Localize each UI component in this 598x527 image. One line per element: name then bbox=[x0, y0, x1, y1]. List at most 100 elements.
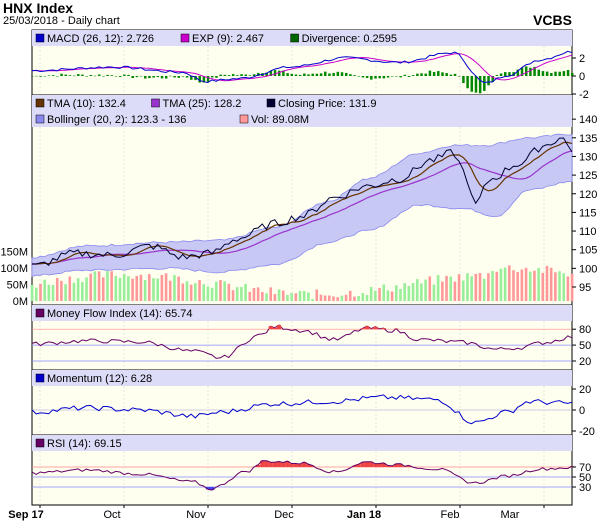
macd-divergence-bar bbox=[441, 72, 444, 76]
volume-bar bbox=[131, 278, 134, 301]
rsi-legend-label-0: RSI (14): 69.15 bbox=[47, 438, 122, 450]
volume-bar bbox=[390, 291, 394, 301]
macd-divergence-bar bbox=[139, 75, 143, 77]
macd-legend-label-2: Divergence: 0.2595 bbox=[302, 33, 397, 45]
momentum-legend-swatch-0 bbox=[35, 373, 45, 383]
macd-divergence-bar bbox=[529, 67, 532, 76]
macd-divergence-bar bbox=[328, 73, 331, 76]
rsi-tick-label-1: 50 bbox=[579, 472, 591, 484]
rsi-overbought-fill bbox=[281, 462, 286, 467]
macd-divergence-bar bbox=[97, 74, 101, 76]
volume-bar bbox=[148, 274, 151, 301]
rsi-overbought-fill bbox=[293, 463, 298, 467]
chart-subtitle: 25/03/2018 - Daily chart bbox=[3, 15, 120, 27]
macd-divergence-bar bbox=[566, 70, 570, 76]
volume-bar bbox=[307, 292, 310, 301]
volume-bar bbox=[545, 265, 549, 301]
macd-divergence-bar bbox=[332, 72, 335, 76]
volume-bar bbox=[382, 284, 386, 301]
volume-bar bbox=[424, 279, 427, 301]
macd-divergence-bar bbox=[340, 72, 344, 76]
rsi-overbought-fill bbox=[369, 461, 374, 467]
volume-bar bbox=[340, 295, 344, 301]
volume-bar bbox=[549, 267, 553, 301]
macd-divergence-bar bbox=[60, 73, 63, 76]
rsi-overbought-fill bbox=[306, 464, 311, 467]
volume-bar bbox=[223, 281, 226, 301]
volume-bar bbox=[315, 289, 319, 301]
macd-divergence-bar bbox=[520, 67, 524, 76]
volume-bar bbox=[512, 270, 515, 301]
macd-divergence-bar bbox=[148, 76, 151, 79]
volume-bar bbox=[85, 277, 88, 301]
macd-divergence-bar bbox=[173, 76, 176, 78]
volume-bar bbox=[89, 273, 93, 301]
macd-divergence-bar bbox=[198, 76, 201, 83]
volume-bar bbox=[173, 275, 176, 301]
volume-bar bbox=[261, 291, 264, 301]
closing-price-line bbox=[32, 137, 573, 267]
rsi-overbought-fill bbox=[310, 465, 315, 467]
macd-divergence-bar bbox=[102, 76, 105, 77]
volume-bar bbox=[68, 276, 72, 301]
price-tick-label-8: 100 bbox=[579, 263, 597, 275]
mfi-legend-swatch-0 bbox=[35, 308, 45, 318]
volume-bar bbox=[344, 294, 348, 301]
macd-divergence-bar bbox=[319, 73, 323, 76]
rsi-legend-swatch-0 bbox=[35, 438, 45, 448]
volume-bar bbox=[51, 285, 55, 301]
volume-bar bbox=[231, 290, 235, 301]
macd-divergence-bar bbox=[416, 73, 419, 76]
volume-bar bbox=[319, 294, 323, 301]
macd-divergence-bar bbox=[114, 76, 118, 77]
macd-divergence-bar bbox=[374, 76, 377, 79]
macd-divergence-bar bbox=[131, 76, 134, 78]
macd-divergence-bar bbox=[353, 75, 356, 76]
macd-divergence-bar bbox=[294, 74, 298, 76]
mfi-tick-label-0: 80 bbox=[579, 324, 591, 336]
macd-divergence-bar bbox=[562, 71, 566, 76]
macd-divergence-bar bbox=[190, 76, 193, 80]
x-tick-label-5: Feb bbox=[441, 509, 460, 521]
macd-divergence-bar bbox=[541, 71, 545, 76]
rsi-overbought-fill bbox=[377, 463, 382, 467]
mfi-overbought-fill bbox=[276, 325, 282, 330]
macd-divergence-bar bbox=[407, 76, 411, 77]
price-tick-label-9: 95 bbox=[579, 282, 591, 294]
volume-bar bbox=[294, 293, 298, 301]
volume-bar bbox=[110, 271, 113, 301]
mfi-overbought-fill bbox=[381, 328, 386, 330]
macd-divergence-bar bbox=[508, 72, 511, 76]
volume-bar bbox=[415, 279, 419, 301]
macd-divergence-bar bbox=[533, 66, 536, 76]
volume-bar bbox=[516, 272, 519, 301]
macd-divergence-bar bbox=[56, 76, 59, 77]
volume-bar bbox=[361, 293, 365, 301]
volume-bar bbox=[177, 276, 180, 301]
volume-bar bbox=[520, 269, 524, 301]
volume-bar bbox=[252, 288, 256, 301]
macd-divergence-bar bbox=[72, 75, 76, 77]
mfi-tick-label-1: 50 bbox=[579, 340, 591, 352]
x-tick-label-2: Nov bbox=[186, 509, 206, 521]
macd-divergence-bar bbox=[223, 74, 227, 76]
rsi-overbought-fill bbox=[272, 462, 277, 467]
volume-bar bbox=[378, 287, 381, 301]
volume-bar bbox=[403, 283, 406, 301]
macd-divergence-bar bbox=[478, 76, 482, 94]
volume-bar bbox=[428, 276, 432, 301]
macd-divergence-bar bbox=[169, 75, 172, 77]
macd-legend-label-0: MACD (26, 12): 2.726 bbox=[47, 33, 154, 45]
volume-bar bbox=[114, 275, 118, 301]
macd-divergence-bar bbox=[487, 76, 490, 86]
macd-divergence-bar bbox=[106, 74, 109, 76]
volume-bar bbox=[227, 283, 231, 301]
volume-bar bbox=[194, 283, 197, 301]
macd-divergence-bar bbox=[39, 76, 42, 77]
macd-divergence-bar bbox=[282, 70, 285, 76]
volume-bar bbox=[474, 273, 478, 301]
macd-divergence-bar bbox=[123, 74, 126, 76]
volume-bar bbox=[139, 274, 143, 301]
macd-divergence-bar bbox=[47, 75, 51, 76]
